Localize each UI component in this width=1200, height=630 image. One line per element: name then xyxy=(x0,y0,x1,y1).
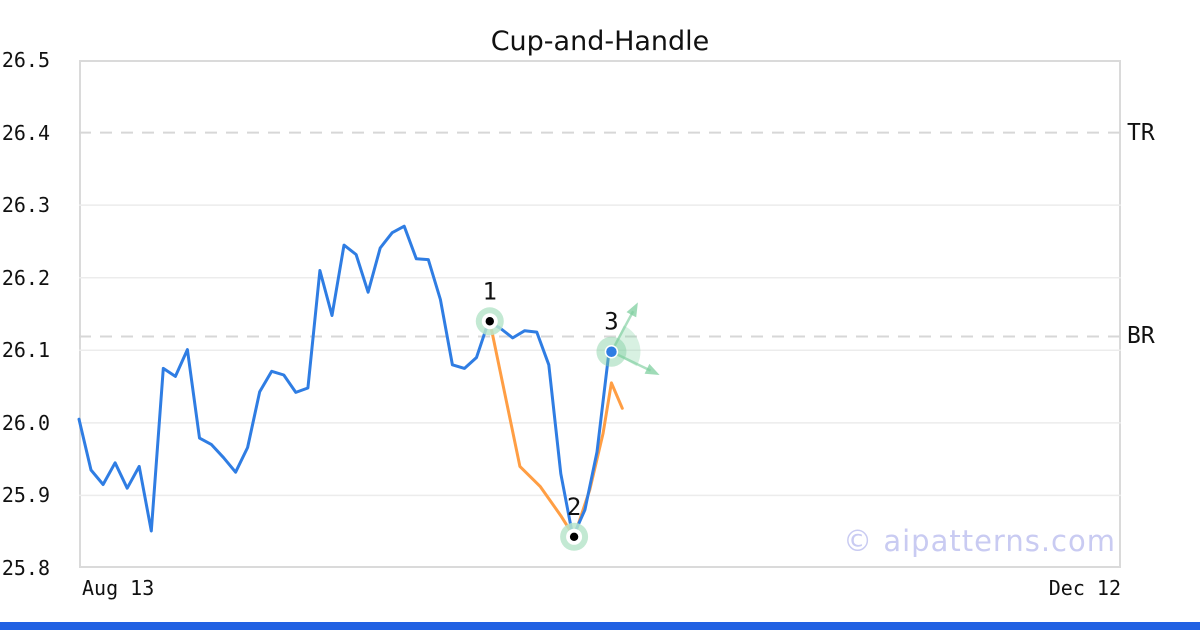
bottom-accent-bar xyxy=(0,622,1200,630)
y-tick-label: 26.4 xyxy=(1,120,50,145)
forecast-arrow-head xyxy=(626,302,638,318)
breakout-fan xyxy=(611,325,641,367)
keypoint-label-1: 1 xyxy=(483,277,497,305)
price-line xyxy=(77,224,611,539)
x-tick-label-start: Aug 13 xyxy=(82,576,155,600)
keypoint-label-2: 2 xyxy=(567,493,581,521)
level-label-br: BR xyxy=(1127,323,1155,349)
chart-title: Cup-and-Handle xyxy=(490,26,710,57)
forecast-arrow-shaft xyxy=(610,350,652,372)
keypoint-dot-black xyxy=(569,532,579,541)
y-tick-label: 25.8 xyxy=(1,556,50,580)
x-tick-label-end: Dec 12 xyxy=(1048,576,1121,600)
y-tick-label: 26.5 xyxy=(1,48,50,72)
y-tick-label: 26.2 xyxy=(1,265,50,290)
watermark: © aipatterns.com xyxy=(843,524,1116,558)
level-label-tr: TR xyxy=(1127,120,1155,146)
keypoint-dot-black xyxy=(485,317,494,326)
forecast-arrow-shaft xyxy=(610,310,635,353)
y-tick-label: 26.1 xyxy=(1,338,50,363)
y-tick-label: 25.9 xyxy=(1,483,50,508)
y-tick-label: 26.0 xyxy=(1,410,50,435)
keypoint-label-3: 3 xyxy=(604,308,618,336)
forecast-arrow-head xyxy=(644,363,660,375)
y-tick-label: 26.3 xyxy=(1,193,50,218)
plot-area xyxy=(79,60,1121,568)
keypoint-dot-blue xyxy=(604,344,619,359)
